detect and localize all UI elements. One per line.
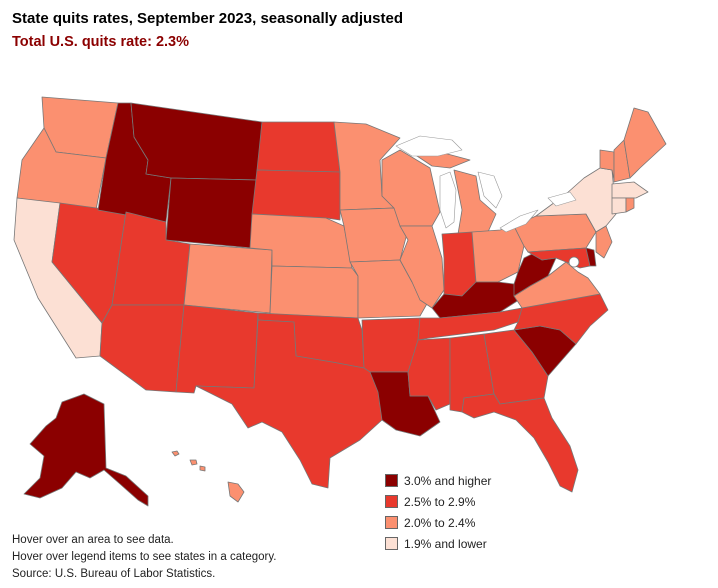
state-north-carolina[interactable] xyxy=(513,293,609,345)
legend-item-low[interactable]: 1.9% and lower xyxy=(385,533,491,554)
legend-item-mid-low[interactable]: 2.0% to 2.4% xyxy=(385,512,491,533)
state-indiana[interactable] xyxy=(441,231,477,297)
legend-swatch-low-icon xyxy=(385,537,398,550)
map-notes: Hover over an area to see data. Hover ov… xyxy=(12,532,276,583)
hover-note-legend: Hover over legend items to see states in… xyxy=(12,551,277,563)
legend-item-mid-high[interactable]: 2.5% to 2.9% xyxy=(385,491,491,512)
state-district-of-columbia[interactable] xyxy=(568,256,580,268)
lake-erie xyxy=(499,209,539,233)
state-florida[interactable] xyxy=(461,393,579,493)
state-maine[interactable] xyxy=(623,107,667,179)
legend-label-high: 3.0% and higher xyxy=(404,473,492,488)
state-north-dakota[interactable] xyxy=(256,121,341,173)
source-note: Source: U.S. Bureau of Labor Statistics. xyxy=(12,568,216,580)
state-arizona[interactable] xyxy=(99,304,185,393)
state-vermont[interactable] xyxy=(599,149,615,181)
lake-huron xyxy=(477,171,503,209)
lake-michigan xyxy=(439,171,457,229)
legend-label-mid-low: 2.0% to 2.4% xyxy=(404,515,476,530)
legend-item-high[interactable]: 3.0% and higher xyxy=(385,470,491,491)
lake-ontario xyxy=(547,191,577,207)
state-colorado[interactable] xyxy=(183,243,273,314)
lake-superior xyxy=(395,135,463,157)
state-new-mexico[interactable] xyxy=(175,304,259,394)
state-illinois[interactable] xyxy=(399,225,445,309)
state-wyoming[interactable] xyxy=(165,177,258,249)
legend-swatch-mid-high-icon xyxy=(385,495,398,508)
state-kansas[interactable] xyxy=(269,265,359,319)
map-legend: 3.0% and higher 2.5% to 2.9% 2.0% to 2.4… xyxy=(385,470,491,554)
state-ohio[interactable] xyxy=(471,225,525,283)
legend-swatch-high-icon xyxy=(385,474,398,487)
map-title: State quits rates, September 2023, seaso… xyxy=(12,10,403,27)
legend-label-mid-high: 2.5% to 2.9% xyxy=(404,494,476,509)
state-rhode-island[interactable] xyxy=(625,197,635,213)
state-montana[interactable] xyxy=(130,102,263,181)
map-subtitle: Total U.S. quits rate: 2.3% xyxy=(12,34,189,50)
state-massachusetts[interactable] xyxy=(611,181,649,199)
state-new-jersey[interactable] xyxy=(595,225,613,259)
state-delaware[interactable] xyxy=(585,247,597,267)
legend-swatch-mid-low-icon xyxy=(385,516,398,529)
state-hawaii[interactable] xyxy=(171,450,245,503)
hover-note-area: Hover over an area to see data. xyxy=(12,534,174,546)
state-alaska[interactable] xyxy=(23,393,149,507)
state-south-dakota[interactable] xyxy=(251,169,341,221)
state-texas[interactable] xyxy=(195,319,383,489)
legend-label-low: 1.9% and lower xyxy=(404,536,487,551)
state-connecticut[interactable] xyxy=(611,197,627,215)
